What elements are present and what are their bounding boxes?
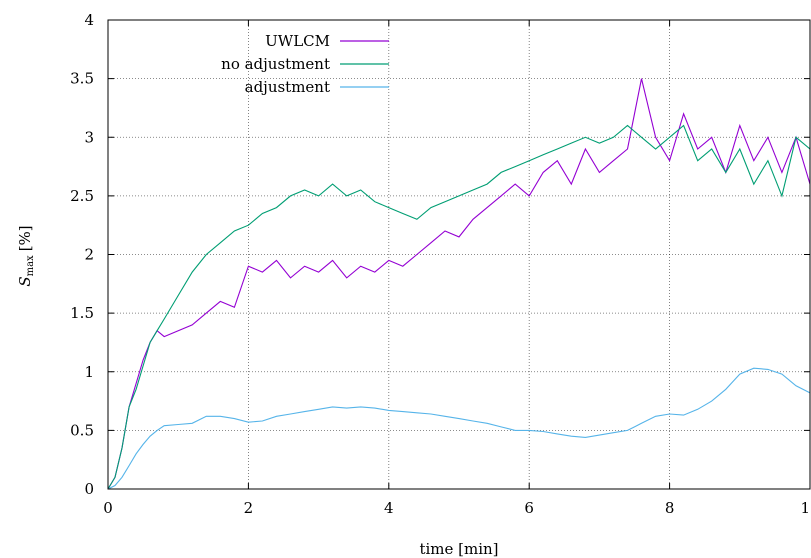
x-tick-label: 10 (800, 499, 811, 517)
y-axis-label: Smax [%] (16, 225, 36, 286)
y-axis-label-unit: [%] (16, 225, 34, 251)
legend-label: UWLCM (265, 32, 330, 50)
x-tick-label: 6 (524, 499, 534, 517)
y-tick-label: 3.5 (70, 70, 94, 88)
y-tick-label: 2.5 (70, 187, 94, 205)
y-tick-label: 1.5 (70, 304, 94, 322)
y-tick-label: 1 (84, 363, 94, 381)
series-line-0 (107, 78, 811, 490)
y-axis-label-sub: max (25, 255, 36, 276)
y-tick-label: 0 (84, 480, 94, 498)
y-tick-label: 3 (84, 128, 94, 146)
x-tick-label: 2 (244, 499, 254, 517)
y-tick-labels: 0 0.5 1 1.5 2 2.5 3 3.5 4 (70, 11, 94, 498)
y-axis-label-main: S (16, 276, 34, 286)
x-axis-label: time [min] (419, 540, 498, 558)
axis-ticks (107, 19, 811, 490)
x-tick-label: 8 (665, 499, 675, 517)
x-tick-label: 4 (384, 499, 394, 517)
legend-label: adjustment (245, 78, 330, 96)
series-lines (107, 78, 811, 490)
x-tick-labels: 0 2 4 6 8 10 (103, 499, 811, 517)
y-tick-label: 2 (84, 246, 94, 264)
y-tick-label: 4 (84, 11, 94, 29)
legend-label: no adjustment (221, 55, 330, 73)
series-line-2 (107, 367, 811, 490)
series-line-1 (107, 124, 811, 490)
legend: UWLCM no adjustment adjustment (221, 32, 389, 96)
x-tick-label: 0 (103, 499, 113, 517)
y-tick-label: 0.5 (70, 421, 94, 439)
